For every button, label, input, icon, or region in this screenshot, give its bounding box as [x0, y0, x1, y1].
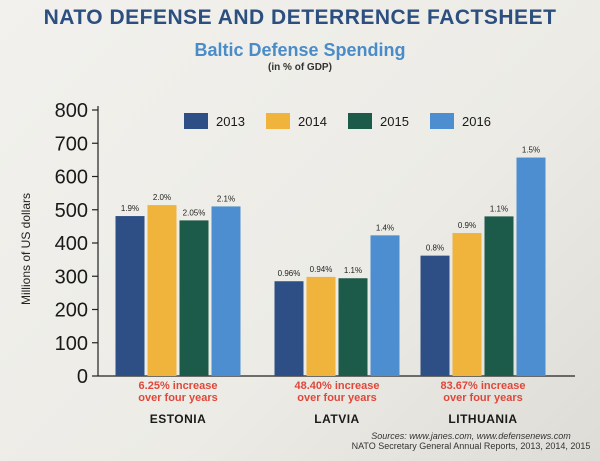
data-label: 0.8% — [426, 244, 444, 253]
data-label: 1.1% — [490, 204, 508, 213]
sources-line-2: NATO Secretary General Annual Reports, 2… — [351, 441, 591, 451]
increase-annotation-line2: over four years — [138, 392, 217, 404]
legend-label-2015: 2015 — [380, 114, 409, 129]
data-label: 1.5% — [522, 146, 540, 155]
legend-swatch-2013 — [184, 113, 208, 129]
legend-label-2016: 2016 — [462, 114, 491, 129]
category-label-latvia: LATVIA — [314, 412, 359, 426]
y-tick-label: 300 — [55, 266, 88, 288]
bar-estonia-2016 — [211, 206, 241, 376]
y-tick-label: 0 — [77, 366, 88, 388]
increase-annotation-line2: over four years — [443, 392, 522, 404]
increase-annotation-line1: 48.40% increase — [294, 380, 379, 392]
bar-lithuania-2014 — [452, 233, 482, 376]
data-label: 0.96% — [278, 269, 301, 278]
bar-lithuania-2016 — [516, 157, 546, 376]
y-tick-label: 600 — [55, 167, 88, 189]
bar-latvia-2013 — [274, 281, 304, 376]
bar-estonia-2015 — [179, 220, 209, 376]
bar-lithuania-2015 — [484, 216, 514, 376]
bar-latvia-2014 — [306, 276, 336, 376]
increase-annotation-line1: 83.67% increase — [440, 380, 525, 392]
legend-swatch-2016 — [430, 113, 454, 129]
increase-annotation-line2: over four years — [297, 392, 376, 404]
data-label: 2.1% — [217, 194, 235, 203]
data-label: 1.4% — [376, 223, 394, 232]
y-tick-label: 800 — [55, 100, 88, 122]
legend-label-2014: 2014 — [298, 114, 327, 129]
data-label: 1.1% — [344, 266, 362, 275]
data-label: 2.05% — [183, 208, 206, 217]
y-tick-label: 700 — [55, 133, 88, 155]
y-tick-label: 200 — [55, 300, 88, 322]
y-axis-title: Millions of US dollars — [19, 193, 33, 305]
y-tick-label: 400 — [55, 233, 88, 255]
category-label-lithuania: LITHUANIA — [448, 412, 517, 426]
legend-label-2013: 2013 — [216, 114, 245, 129]
bar-estonia-2013 — [115, 216, 145, 376]
increase-annotation-line1: 6.25% increase — [139, 380, 218, 392]
legend-swatch-2014 — [266, 113, 290, 129]
page-title: NATO DEFENSE AND DETERRENCE FACTSHEET — [43, 6, 557, 29]
unit-note: (in % of GDP) — [268, 62, 332, 73]
data-label: 0.94% — [310, 265, 333, 274]
chart-subtitle: Baltic Defense Spending — [194, 40, 406, 60]
sources-line-1: Sources: www.janes.com, www.defensenews.… — [371, 431, 571, 441]
y-tick-label: 100 — [55, 333, 88, 355]
category-label-estonia: ESTONIA — [150, 412, 207, 426]
legend-swatch-2015 — [348, 113, 372, 129]
bar-lithuania-2013 — [420, 255, 450, 376]
sources-note: Sources: www.janes.com, www.defensenews.… — [346, 431, 596, 451]
bar-estonia-2014 — [147, 205, 177, 376]
data-label: 0.9% — [458, 221, 476, 230]
data-label: 1.9% — [121, 204, 139, 213]
bar-latvia-2015 — [338, 278, 368, 376]
bar-latvia-2016 — [370, 235, 400, 376]
y-tick-label: 500 — [55, 200, 88, 222]
data-label: 2.0% — [153, 193, 171, 202]
